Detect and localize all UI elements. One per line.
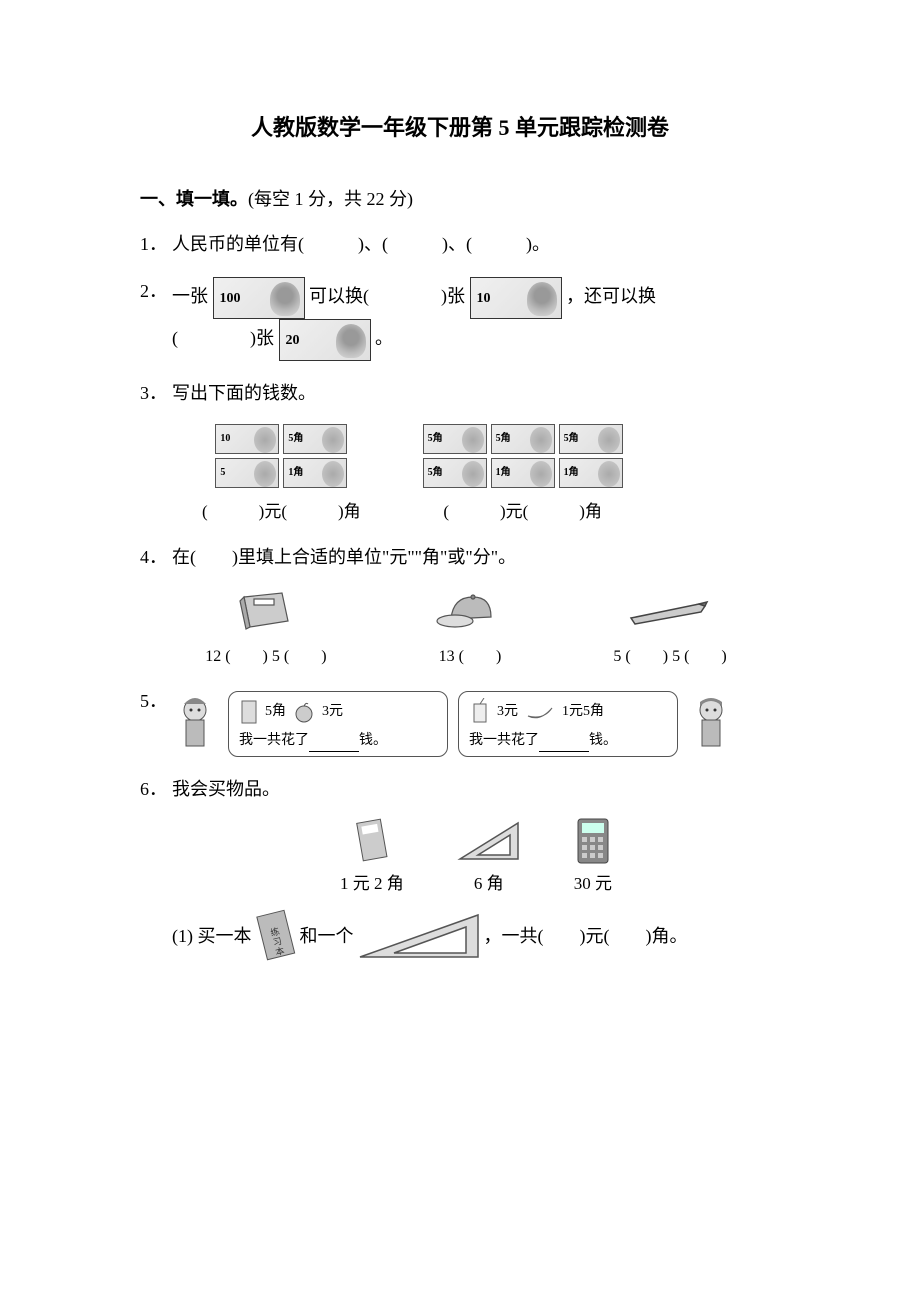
q4-pencil-label: 5 ( ) 5 ( ) <box>613 644 726 670</box>
q4-item-cap: 13 ( ) <box>433 584 507 670</box>
q4-cap-label: 13 ( ) <box>433 644 507 670</box>
question-4: 4． 在( )里填上合适的单位"元""角"或"分"。 12 ( ) 5 ( ) … <box>140 543 780 669</box>
note-icon: 5角 <box>423 458 487 488</box>
fill-blank <box>539 738 589 752</box>
q5-l-price1: 5角 <box>265 701 286 723</box>
banknote-10-icon: 10 <box>470 277 562 319</box>
section-1-tail: (每空 1 分，共 22 分) <box>248 189 413 209</box>
banknote-20-icon: 20 <box>279 319 371 361</box>
q1-num: 1． <box>140 230 172 259</box>
note-icon: 1角 <box>283 458 347 488</box>
note-icon: 5 <box>215 458 279 488</box>
section-1-header: 一、填一填。(每空 1 分，共 22 分) <box>140 185 780 214</box>
q6-item-notebook: 1 元 2 角 <box>340 816 404 897</box>
q6-sub1-pre: 买一本 <box>198 922 252 951</box>
triangle-inline-icon <box>354 907 484 965</box>
q2-tail: 。 <box>375 328 393 348</box>
q4-item-pencil: 5 ( ) 5 ( ) <box>613 584 726 670</box>
speech-right: 3元 1元5角 我一共花了 钱。 <box>458 691 678 757</box>
section-1-bold: 一、填一填。 <box>140 189 248 209</box>
note-icon: 10 <box>215 424 279 454</box>
cap-icon <box>433 584 507 638</box>
pencil-icon <box>613 584 726 638</box>
q4-book-label: 12 ( ) 5 ( ) <box>205 644 326 670</box>
note-icon: 1角 <box>491 458 555 488</box>
q6-item-triangle: 6 角 <box>454 816 524 897</box>
q5-l-tail: 钱。 <box>359 733 387 748</box>
q6-text: 我会买物品。 <box>172 775 780 804</box>
q3-num: 3． <box>140 379 172 408</box>
notebook-icon <box>340 816 404 866</box>
question-6: 6． 我会买物品。 1 元 2 角 6 角 30 元 <box>140 775 780 965</box>
q5-l-price2: 3元 <box>322 701 343 723</box>
denom-100: 100 <box>220 288 241 310</box>
page-title: 人教版数学一年级下册第 5 单元跟踪检测卷 <box>140 110 780 145</box>
q6-sub1: (1) 买一本 练习本 和一个 ，一共( )元( )角。 <box>172 907 780 965</box>
book-icon <box>205 584 326 638</box>
q4-item-book: 12 ( ) 5 ( ) <box>205 584 326 670</box>
girl-icon <box>172 694 218 754</box>
q5-l-spent: 我一共花了 <box>239 733 309 748</box>
boy-icon <box>688 694 734 754</box>
speech-left: 5角 3元 我一共花了 钱。 <box>228 691 448 757</box>
note-icon: 5角 <box>559 424 623 454</box>
q4-num: 4． <box>140 543 172 572</box>
q2-mid2: ，还可以换 <box>566 286 656 306</box>
q6-item-calculator: 30 元 <box>574 816 612 897</box>
q2-num: 2． <box>140 277 172 306</box>
note-icon: 5角 <box>283 424 347 454</box>
q2-mid1: 可以换( )张 <box>309 286 465 306</box>
q5-r-spent: 我一共花了 <box>469 733 539 748</box>
q5-r-price2: 1元5角 <box>562 701 604 723</box>
note-icon: 5角 <box>491 424 555 454</box>
note-icon: 5角 <box>423 424 487 454</box>
calculator-icon <box>574 816 612 866</box>
q6-sub1-tail: ，一共( )元( )角。 <box>484 922 688 951</box>
q2-line2-pre: ( )张 <box>172 328 274 348</box>
fill-blank <box>309 738 359 752</box>
q3-left-label: ( )元( )角 <box>202 498 361 525</box>
snack-icon <box>239 698 259 726</box>
q2-pre: 一张 <box>172 286 208 306</box>
q5-r-price1: 3元 <box>497 701 518 723</box>
triangle-ruler-icon <box>454 816 524 866</box>
q3-text: 写出下面的钱数。 <box>172 379 780 408</box>
q3-left-group: 10 5角 5 1角 ( )元( )角 <box>202 422 361 525</box>
q6-sub1-mid1: 和一个 <box>300 922 354 951</box>
q6-calculator-label: 30 元 <box>574 870 612 897</box>
denom-20: 20 <box>286 330 300 352</box>
q6-triangle-label: 6 角 <box>454 870 524 897</box>
banknote-100-icon: 100 <box>213 277 305 319</box>
q3-right-group: 5角 5角 5角 5角 1角 1角 ( )元( )角 <box>421 422 625 525</box>
banana-icon <box>524 702 556 722</box>
question-5: 5． 5角 3元 我一共花了 钱。 3元 <box>140 687 780 757</box>
apple-icon <box>292 700 316 724</box>
notebook-inline-icon: 练习本 <box>252 907 300 965</box>
q6-num: 6． <box>140 775 172 804</box>
question-3: 3． 写出下面的钱数。 10 5角 5 1角 ( )元( )角 5角 5角 5角 <box>140 379 780 525</box>
q3-right-label: ( )元( )角 <box>443 498 602 525</box>
denom-10: 10 <box>477 288 491 310</box>
q1-text: 人民币的单位有( )、( )、( )。 <box>172 230 780 259</box>
drink-icon <box>469 698 491 726</box>
note-icon: 1角 <box>559 458 623 488</box>
q5-num: 5． <box>140 687 172 716</box>
q4-text: 在( )里填上合适的单位"元""角"或"分"。 <box>172 543 780 572</box>
q6-notebook-label: 1 元 2 角 <box>340 870 404 897</box>
q5-r-tail: 钱。 <box>589 733 617 748</box>
question-2: 2． 一张 100 可以换( )张 10 ，还可以换 ( )张 20 。 <box>140 277 780 361</box>
q6-sub1-num: (1) <box>172 922 193 951</box>
question-1: 1． 人民币的单位有( )、( )、( )。 <box>140 230 780 259</box>
